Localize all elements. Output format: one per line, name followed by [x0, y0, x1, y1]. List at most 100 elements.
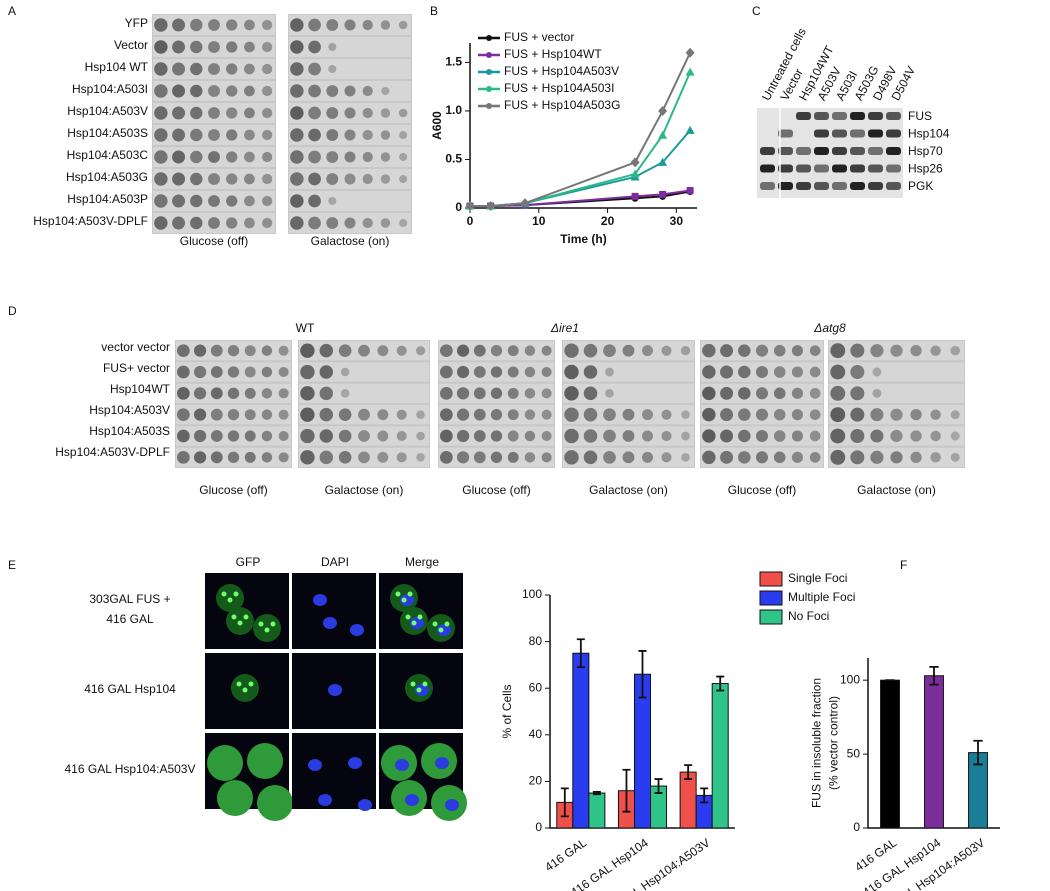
colony-spot [583, 365, 598, 379]
colony-spot [362, 151, 373, 163]
colony-spot [344, 107, 356, 119]
colony-spot [440, 408, 453, 422]
colony-spot [300, 343, 315, 358]
x-tick-label: 30 [670, 214, 684, 228]
colony-spot [244, 387, 256, 399]
colony-spot [300, 428, 315, 444]
colony-spot [262, 19, 273, 31]
nucleus [405, 794, 419, 806]
error-bar [684, 764, 693, 780]
colony-spot [950, 452, 960, 462]
colony-spot [622, 451, 635, 464]
colony-spot [226, 151, 238, 163]
colony-spot [642, 451, 653, 463]
colony-spot [396, 430, 407, 442]
colony-spot [541, 366, 552, 378]
y-tick-label: 0.5 [445, 152, 462, 166]
colony-spot [490, 430, 503, 442]
colony-spot [399, 174, 408, 184]
y-tick-label: 0 [853, 820, 860, 834]
colony-spot [262, 129, 273, 141]
colony-spot [603, 429, 616, 443]
colony-spot [490, 344, 503, 357]
colony-spot [172, 128, 186, 142]
colony-spot [490, 451, 503, 464]
colony-spot [456, 451, 470, 464]
colony-spot [603, 408, 616, 422]
colony-spot [278, 388, 289, 399]
colony-spot [738, 365, 751, 379]
y-tick-label: 80 [529, 634, 543, 648]
colony-spot [755, 429, 769, 443]
cell-gfp [217, 780, 253, 816]
colony-spot [290, 150, 304, 164]
caption: Galactose (on) [325, 483, 404, 497]
legend-label: No Foci [788, 609, 829, 623]
colony-spot [564, 428, 579, 444]
colony-spot [738, 451, 751, 464]
colony-spot [681, 410, 690, 419]
colony-spot [319, 386, 334, 401]
marker [685, 125, 695, 134]
colony-spot [226, 217, 238, 229]
colony-spot [177, 450, 190, 464]
colony-spot [791, 387, 803, 399]
colony-spot [190, 128, 203, 142]
colony-spot [226, 19, 238, 31]
colony-spot [681, 431, 690, 441]
colony-spot [930, 452, 941, 463]
colony-spot [720, 429, 734, 443]
row-label: Hsp104:A503P [67, 192, 148, 206]
colony-spot [456, 365, 470, 379]
colony-spot [773, 451, 786, 464]
blot-band [850, 164, 865, 173]
colony-spot [208, 173, 220, 185]
colony-spot [850, 343, 865, 358]
error-bar [973, 739, 983, 766]
plate-row [289, 191, 411, 211]
colony-spot [738, 387, 751, 400]
caption: Glucose (off) [199, 483, 267, 497]
colony-spot [244, 129, 255, 141]
legend-marker [486, 69, 492, 75]
error-bar [622, 768, 631, 813]
marker [685, 67, 695, 76]
colony-spot [507, 366, 519, 378]
colony-spot [541, 430, 552, 442]
colony-spot [524, 388, 536, 399]
colony-spot [308, 84, 321, 98]
error-bar [700, 787, 709, 804]
colony-spot [870, 429, 884, 443]
marker [686, 187, 694, 195]
colony-spot [308, 40, 321, 54]
focus [237, 620, 243, 626]
colony-spot [226, 107, 238, 119]
colony-spot [344, 129, 356, 141]
colony-spot [261, 345, 273, 356]
colony-spot [326, 85, 339, 97]
colony-spot [398, 108, 408, 118]
error-bar [576, 638, 585, 669]
panel-label: B [430, 4, 438, 18]
colony-spot [262, 41, 273, 53]
colony-spot [262, 151, 273, 163]
colony-spot [809, 430, 821, 442]
row-label: Hsp104:A503G [66, 170, 148, 184]
row-label: Hsp104:A503V-DPLF [55, 445, 170, 459]
colony-spot [154, 172, 168, 186]
colony-spot [328, 64, 337, 74]
focus [248, 681, 254, 687]
colony-spot [172, 216, 186, 230]
row-label: Hsp104 WT [85, 60, 149, 74]
colony-spot [319, 407, 334, 422]
colony-spot [210, 408, 223, 421]
colony-spot [622, 430, 635, 442]
colony-spot [290, 194, 304, 208]
colony-spot [278, 366, 289, 378]
colony-spot [583, 429, 598, 443]
colony-spot [473, 387, 486, 400]
colony-spot [507, 430, 519, 442]
series-line [470, 189, 691, 208]
colony-spot [190, 106, 203, 120]
colony-spot [278, 409, 289, 420]
